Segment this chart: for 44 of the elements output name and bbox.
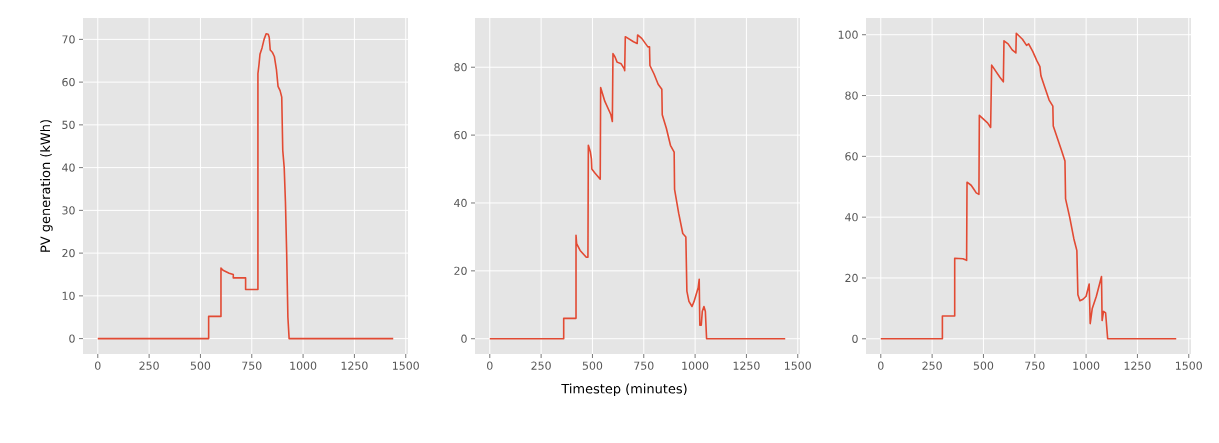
y-tick-label: 80 — [845, 91, 858, 100]
line-series — [96, 33, 395, 340]
x-tick-label: 750 — [242, 361, 262, 370]
line-series — [488, 34, 787, 340]
x-tick-label: 1500 — [1176, 361, 1202, 370]
y-tick-label: 0 — [69, 334, 75, 343]
x-tick-label: 1000 — [290, 361, 317, 370]
y-tick-label: 60 — [845, 152, 858, 161]
x-tick-label: 750 — [634, 361, 654, 370]
y-tick-label: 40 — [454, 198, 467, 208]
x-tick-label: 1000 — [682, 361, 709, 370]
y-tick-label: 70 — [62, 35, 75, 44]
y-tick-label: 100 — [838, 30, 858, 39]
x-axis-title: Timestep (minutes) — [561, 383, 687, 397]
x-tick-label: 0 — [487, 361, 493, 370]
y-tick-label: 20 — [62, 248, 75, 258]
x-tick-label: 1500 — [393, 361, 419, 370]
y-tick-label: 60 — [454, 130, 467, 140]
y-tick-label: 40 — [62, 163, 75, 172]
x-tick-label: 250 — [139, 361, 159, 370]
y-tick-label: 50 — [62, 120, 75, 130]
x-tick-label: 250 — [922, 361, 942, 370]
x-tick-label: 500 — [190, 361, 211, 370]
x-tick-label: 1250 — [1124, 361, 1151, 370]
y-tick-label: 20 — [454, 266, 467, 275]
x-tick-label: 0 — [878, 361, 884, 370]
y-tick-label: 40 — [845, 213, 858, 222]
y-tick-label: 80 — [454, 63, 467, 72]
x-tick-label: 500 — [973, 361, 994, 370]
x-tick-label: 0 — [95, 361, 101, 370]
x-tick-label: 1000 — [1073, 361, 1100, 370]
y-tick-label: 10 — [62, 291, 75, 301]
x-tick-label: 1250 — [733, 361, 760, 370]
x-tick-label: 500 — [582, 361, 603, 370]
x-tick-label: 750 — [1025, 361, 1045, 370]
y-tick-label: 60 — [62, 77, 75, 87]
y-axis-title: PV generation (kWh) — [40, 120, 53, 252]
y-tick-label: 0 — [461, 334, 467, 343]
y-tick-label: 30 — [62, 206, 75, 215]
x-tick-label: 1500 — [785, 361, 811, 370]
x-tick-label: 1250 — [341, 361, 368, 370]
y-tick-label: 0 — [852, 334, 858, 343]
x-tick-label: 250 — [531, 361, 551, 370]
y-tick-label: 20 — [845, 273, 858, 283]
